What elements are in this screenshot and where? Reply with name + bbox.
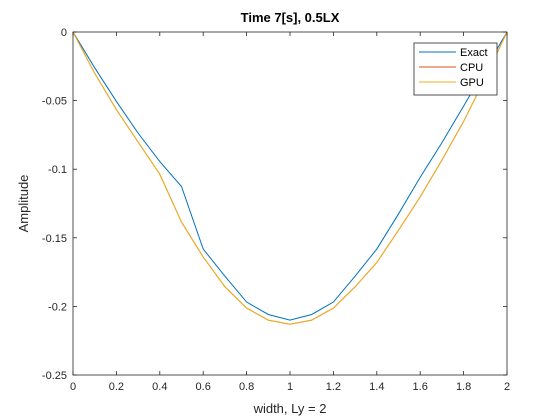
series-line-gpu: [72, 31, 508, 325]
tick-layer: 0 0.2 0.4 0.6 0.8 1 1.2 1.4 1.6 1.8 2 0 -0.05 -0.1 -0.…: [42, 27, 510, 393]
x-tick-label: 1.2: [326, 381, 341, 393]
x-tick-label: 0.2: [109, 381, 124, 393]
series-line-exact: [72, 31, 508, 321]
x-axis-label: width, Ly = 2: [253, 401, 327, 416]
y-tick-label: -0.1: [48, 164, 67, 176]
y-tick-label: -0.25: [42, 370, 67, 382]
y-tick-label: -0.15: [42, 233, 67, 245]
x-tick-label: 0.4: [152, 381, 167, 393]
y-tick-label: -0.2: [48, 301, 67, 313]
series-layer: [72, 31, 508, 325]
x-tick-label: 2: [504, 381, 510, 393]
x-tick-label: 1.6: [413, 381, 428, 393]
x-tick-label: 1.8: [456, 381, 471, 393]
x-tick-label: 0: [70, 381, 76, 393]
y-tick-label: -0.05: [42, 96, 67, 108]
legend-label-gpu: GPU: [460, 77, 484, 89]
legend-label-cpu: CPU: [460, 62, 483, 74]
x-tick-label: 0.8: [239, 381, 254, 393]
y-axis-label: Amplitude: [16, 175, 31, 233]
y-tick-label: 0: [61, 27, 67, 39]
chart-title: Time 7[s], 0.5LX: [241, 10, 340, 25]
axes-box: [72, 31, 508, 376]
x-tick-label: 1.4: [369, 381, 384, 393]
legend-label-exact: Exact: [460, 47, 488, 59]
x-tick-label: 0.6: [196, 381, 211, 393]
x-tick-label: 1: [287, 381, 293, 393]
legend: Exact CPU GPU: [413, 42, 498, 96]
